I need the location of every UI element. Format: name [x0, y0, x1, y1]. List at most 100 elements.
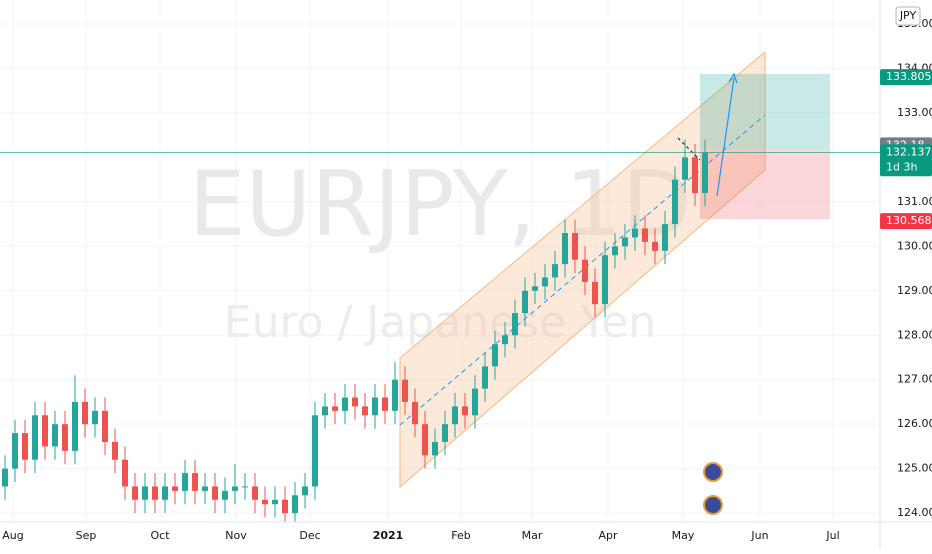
candle-body [332, 406, 338, 411]
x-tick-label: Jun [750, 529, 768, 542]
candle-body [362, 406, 368, 416]
currency[interactable]: JPY [899, 9, 917, 22]
candle-body [92, 410, 98, 425]
y-tick-label: 130.000 [897, 239, 932, 252]
candle-body [302, 486, 308, 496]
y-tick-label: 133.000 [897, 106, 932, 119]
candle-body [672, 179, 678, 225]
x-tick-label: Nov [225, 529, 247, 542]
candle-body [142, 486, 148, 500]
candle-body [482, 366, 488, 389]
candle-body [242, 486, 248, 488]
candle-body [582, 259, 588, 282]
candle-body [232, 486, 238, 491]
candle-body [532, 286, 538, 291]
candle-body [152, 486, 158, 500]
arrow-head [728, 72, 738, 84]
candle-body [472, 388, 478, 416]
candle-body [612, 246, 618, 256]
candle-body [22, 433, 28, 460]
candle-body [572, 232, 578, 260]
candle-body [622, 237, 628, 247]
candle-body [172, 486, 178, 491]
candle-body [702, 152, 708, 193]
y-tick-label: 124.000 [897, 506, 932, 519]
event-icon[interactable] [703, 462, 723, 482]
candle-body [382, 397, 388, 411]
candle-body [162, 486, 168, 500]
currency-button[interactable] [895, 6, 921, 26]
candle-body [632, 228, 638, 238]
candle-body [52, 424, 58, 447]
candle-body [182, 473, 188, 491]
candle-body [552, 264, 558, 278]
candle-body [642, 228, 648, 242]
y-tick-label: 126.000 [897, 417, 932, 430]
candle-body [432, 441, 438, 456]
y-tick-label: 127.000 [897, 373, 932, 386]
candle-body [292, 495, 298, 514]
candle-body [542, 277, 548, 287]
candle-body [412, 401, 418, 425]
x-tick-label: Aug [2, 529, 23, 542]
candle-body [442, 424, 448, 442]
candle-body [32, 415, 38, 460]
candle-body [312, 415, 318, 487]
candle-body [112, 441, 118, 460]
candle-body [202, 486, 208, 491]
x-tick-label: 2021 [373, 529, 404, 542]
y-tick-label: 129.000 [897, 284, 932, 297]
grid [0, 0, 880, 522]
x-tick-label: May [672, 529, 695, 542]
x-tick-label: Jul [825, 529, 839, 542]
price-label-bg [880, 69, 932, 86]
candle-body [222, 490, 228, 500]
candle-body [422, 424, 428, 456]
x-tick-label: Dec [299, 529, 320, 542]
watermark-symbol: EURJPY, 1D [189, 152, 692, 257]
x-tick-label: Apr [598, 529, 618, 542]
candle-body [522, 290, 528, 314]
candle-body [602, 255, 608, 305]
candle-body [42, 415, 48, 447]
axes: 124.000 125.000 126.000 127.000 128.000 129.0… [2, 17, 932, 542]
candle-body [322, 406, 328, 416]
price-label: 132.137 [886, 145, 932, 158]
stop-zone [700, 149, 830, 219]
event-icon[interactable] [703, 495, 723, 515]
candle-body [502, 335, 508, 345]
candle-body [82, 401, 88, 425]
candle-body [72, 401, 78, 451]
candle-body [662, 224, 668, 251]
price-label: 130.568 [886, 214, 932, 227]
candles [2, 139, 708, 522]
x-tick-label: Mar [522, 529, 543, 542]
arrow [716, 77, 735, 197]
candle-body [562, 232, 568, 265]
x-tick-label: Oct [150, 529, 170, 542]
price-label-bg [880, 144, 932, 177]
candle-body [212, 486, 218, 500]
candle-body [372, 397, 378, 416]
candle-body [62, 424, 68, 451]
candle-body [452, 406, 458, 425]
candle-body [132, 486, 138, 500]
candle-body [682, 157, 688, 180]
projection [677, 137, 701, 161]
candle-body [402, 379, 408, 402]
target-zone [700, 74, 830, 149]
candle-body [102, 410, 108, 442]
candle-body [342, 397, 348, 411]
x-tick-label: Feb [451, 529, 470, 542]
countdown: 1d 3h [886, 160, 917, 173]
candle-body [192, 473, 198, 491]
candle-body [12, 433, 18, 469]
price-label: 133.805 [886, 70, 932, 83]
candle-body [512, 313, 518, 336]
candle-body [122, 459, 128, 487]
candle-body [492, 344, 498, 367]
candle-body [352, 397, 358, 407]
candle-body [692, 157, 698, 193]
